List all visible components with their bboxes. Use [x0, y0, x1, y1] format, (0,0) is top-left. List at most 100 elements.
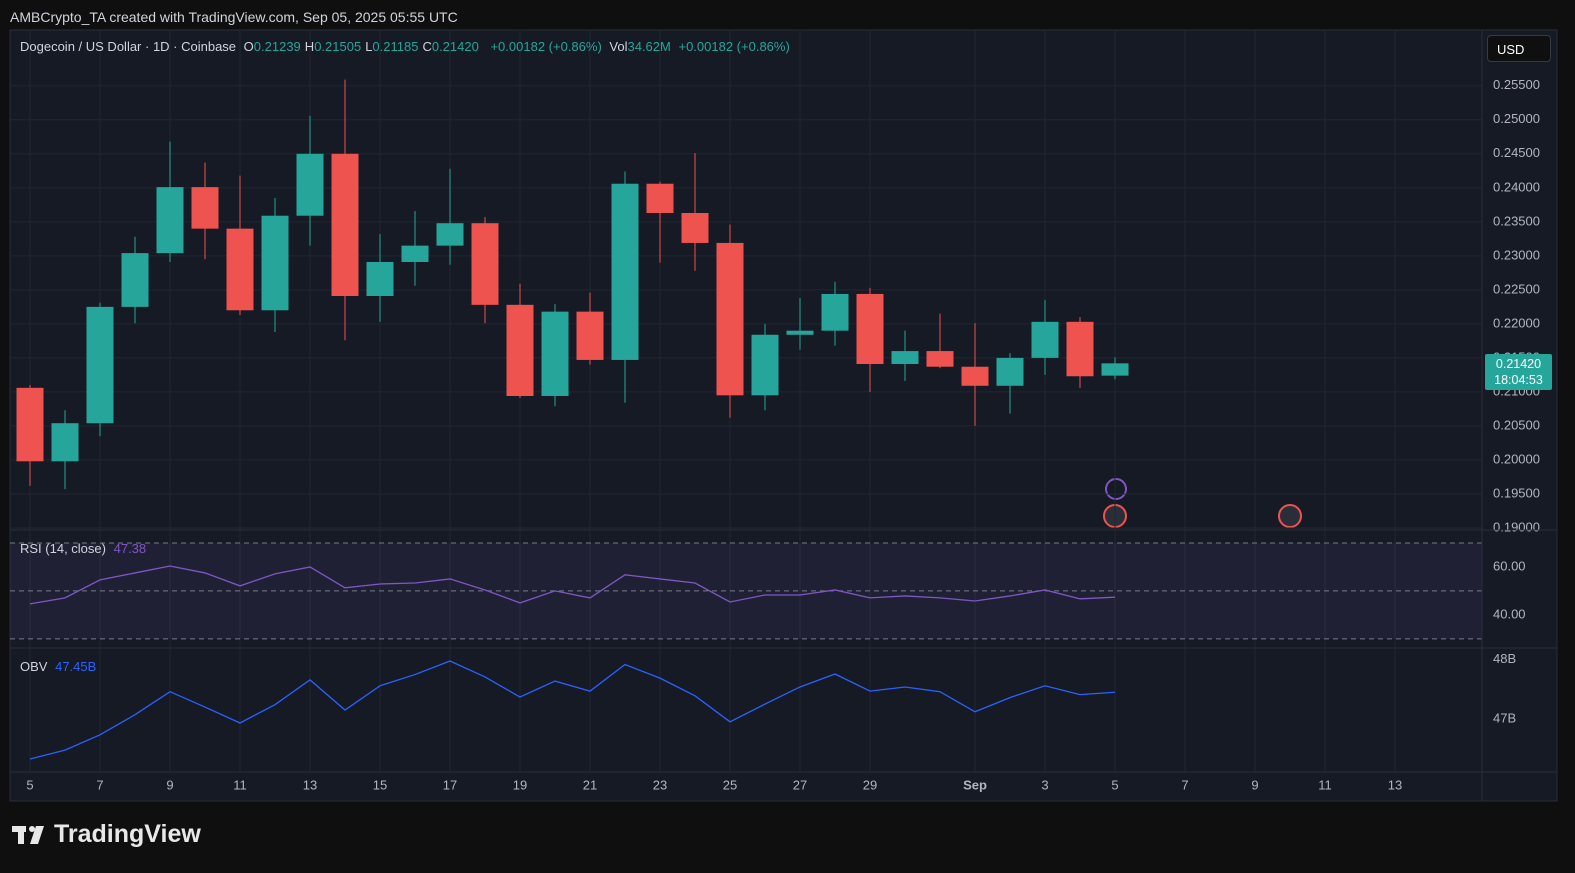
x-tick-label: 27	[793, 777, 807, 792]
logo-icon	[12, 826, 44, 844]
candle-body	[16, 387, 44, 462]
x-tick-label: 9	[1251, 777, 1258, 792]
x-tick-label: 17	[443, 777, 457, 792]
y-tick-label: 47B	[1493, 710, 1516, 725]
x-tick-label: 29	[863, 777, 877, 792]
y-tick-label: 0.22500	[1493, 281, 1540, 296]
candle-body	[856, 293, 884, 365]
x-tick-label: 7	[1181, 777, 1188, 792]
y-tick-label: 40.00	[1493, 606, 1526, 621]
candle-body	[1066, 321, 1094, 377]
y-tick-label: 0.23000	[1493, 247, 1540, 262]
candle-body	[751, 334, 779, 396]
x-tick-label: 13	[1388, 777, 1402, 792]
x-tick-label: 3	[1041, 777, 1048, 792]
x-tick-label: 5	[1111, 777, 1118, 792]
y-tick-label: 0.20500	[1493, 417, 1540, 432]
y-tick-label: 48B	[1493, 651, 1516, 666]
candle-body	[681, 212, 709, 243]
candle-body	[331, 153, 359, 296]
header-text: AMBCrypto_TA created with TradingView.co…	[10, 9, 458, 25]
x-tick-label: 11	[1318, 777, 1332, 792]
candle-body	[471, 223, 499, 305]
candle-body	[121, 253, 149, 307]
indicator-line	[29, 565, 1116, 605]
candle-body	[296, 153, 324, 216]
candle-body	[261, 215, 289, 311]
vol-value: 34.62M	[627, 39, 671, 54]
obv-legend: OBV 47.45B	[20, 659, 100, 674]
x-tick-label: 13	[303, 777, 317, 792]
last-price-box: 0.21420 18:04:53	[1485, 354, 1552, 390]
candle-body	[786, 330, 814, 335]
change: +0.00182 (+0.86%)	[490, 39, 602, 54]
x-tick-label: 15	[373, 777, 387, 792]
candle-body	[1031, 321, 1059, 358]
candle-body	[541, 311, 569, 396]
obv-title: OBV	[20, 659, 48, 674]
x-tick-label: 11	[233, 777, 247, 792]
y-tick-label: 0.24000	[1493, 179, 1540, 194]
rsi-last: 47.38	[113, 541, 147, 556]
ohlc-value: 0.21420	[431, 39, 479, 54]
y-tick-label: 0.25000	[1493, 111, 1540, 126]
symbol-title: Dogecoin / US Dollar · 1D · Coinbase	[20, 39, 237, 54]
rsi-title: RSI (14, close)	[20, 541, 106, 556]
y-tick-label: 0.23500	[1493, 213, 1540, 228]
chart-frame	[9, 29, 1558, 802]
x-tick-label: 5	[26, 777, 33, 792]
y-tick-label: 0.19500	[1493, 485, 1540, 500]
ohlc-key: O	[243, 39, 254, 54]
x-tick-label: 25	[723, 777, 737, 792]
y-tick-label: 0.24500	[1493, 145, 1540, 160]
ohlc-key: L	[365, 39, 373, 54]
candle-body	[891, 351, 919, 365]
candle-body	[191, 187, 219, 229]
candle-body	[646, 183, 674, 213]
x-tick-label: 9	[166, 777, 173, 792]
x-tick-label: 21	[583, 777, 597, 792]
x-tick-label: 23	[653, 777, 667, 792]
x-tick-label: 19	[513, 777, 527, 792]
obv-last: 47.45B	[55, 659, 97, 674]
ohlc: O0.21239 H0.21505 L0.21185 C0.21420	[244, 39, 483, 54]
plot-layer	[10, 30, 1482, 772]
candle-body	[611, 183, 639, 360]
y-tick-label: 0.19000	[1493, 519, 1540, 534]
countdown: 18:04:53	[1494, 373, 1543, 387]
ohlc-key: H	[304, 39, 315, 54]
candle-body	[821, 293, 849, 331]
candle-body	[961, 366, 989, 386]
candle-body	[156, 187, 184, 254]
ohlc-value: 0.21505	[314, 39, 362, 54]
last-price: 0.21420	[1495, 357, 1542, 371]
currency-button[interactable]: USD	[1487, 35, 1551, 62]
indicator-line	[29, 660, 1116, 760]
y-tick-label: 0.22000	[1493, 315, 1540, 330]
x-tick-label: 7	[96, 777, 103, 792]
y-tick-label: 60.00	[1493, 558, 1526, 573]
candle-body	[996, 357, 1024, 386]
candle-body	[86, 306, 114, 424]
candle-body	[51, 423, 79, 462]
x-tick-label: Sep	[963, 777, 987, 792]
candle-body	[506, 304, 534, 396]
vol-change: +0.00182 (+0.86%)	[678, 39, 790, 54]
price-legend: Dogecoin / US Dollar · 1D · Coinbase O0.…	[20, 39, 794, 54]
candle-body	[226, 228, 254, 311]
rsi-legend: RSI (14, close) 47.38	[20, 541, 150, 556]
candle-body	[926, 351, 954, 367]
ohlc-value: 0.21185	[372, 39, 419, 54]
y-tick-label: 0.20000	[1493, 451, 1540, 466]
footer-logo: TradingView	[54, 820, 201, 848]
y-tick-label: 0.25500	[1493, 77, 1540, 92]
candle-body	[366, 261, 394, 296]
candle-body	[576, 311, 604, 360]
candle-body	[1101, 363, 1129, 376]
candle-body	[716, 242, 744, 396]
vol-label: Vol	[609, 39, 628, 54]
ohlc-value: 0.21239	[253, 39, 301, 54]
candle-body	[436, 223, 464, 246]
